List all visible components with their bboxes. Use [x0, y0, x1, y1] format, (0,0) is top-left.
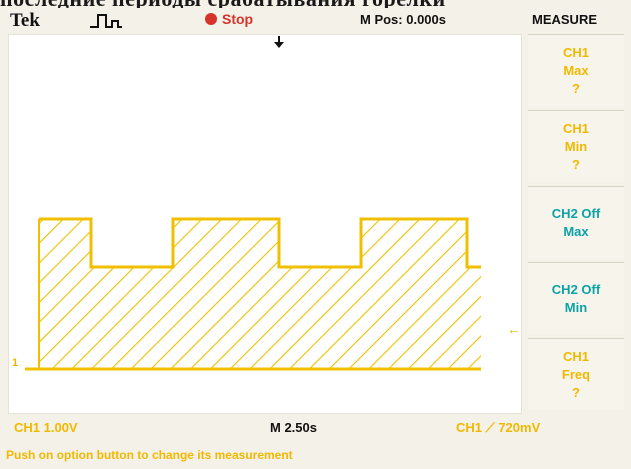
- ch1-vertical-scale: CH1 1.00V: [14, 420, 78, 435]
- stop-indicator-icon: [205, 13, 217, 25]
- slot-line: ?: [572, 384, 580, 400]
- slot-line: CH1: [562, 120, 589, 136]
- slot-line: Max: [563, 62, 589, 78]
- brand-logo: Tek: [10, 10, 40, 31]
- slot-line: CH2 Off: [551, 281, 601, 297]
- timebase-readout: M 2.50s: [270, 420, 317, 435]
- status-bar: Tek Stop M Pos: 0.000s MEASURE: [0, 8, 631, 34]
- trigger-readout: CH1 ⟋ 720mV: [456, 420, 541, 435]
- measure-slot-ch2-min[interactable]: CH2 Off Min: [528, 262, 624, 334]
- run-state-label: Stop: [222, 11, 254, 27]
- measure-slot-ch1-min[interactable]: CH1 Min ?: [528, 110, 624, 182]
- trigger-position-arrow-icon: [274, 36, 284, 48]
- horizontal-position: M Pos: 0.000s: [360, 12, 446, 27]
- slot-line: Freq: [561, 366, 591, 382]
- menu-title: MEASURE: [532, 12, 598, 27]
- pulse-trigger-icon: [90, 14, 122, 28]
- cropped-heading-text: последние периоды срабатывания горелки: [0, 0, 631, 8]
- slot-line: CH2 Off: [551, 205, 601, 221]
- measure-slot-ch1-freq[interactable]: CH1 Freq ?: [528, 338, 624, 410]
- measure-slot-ch2-max[interactable]: CH2 Off Max: [528, 186, 624, 258]
- run-state: Stop: [205, 11, 253, 27]
- waveform-fill: [39, 219, 481, 369]
- ch1-waveform: [25, 217, 481, 371]
- ch1-ground-marker: 1: [12, 357, 19, 369]
- slot-line: ?: [572, 156, 580, 172]
- slot-line: Min: [564, 299, 588, 315]
- slot-line: CH1: [562, 348, 589, 364]
- measure-side-menu: CH1 Max ? CH1 Min ? CH2 Off Max CH2 Off …: [528, 34, 624, 412]
- readout-bar: CH1 1.00V M 2.50s CH1 ⟋ 720mV: [0, 420, 631, 440]
- measure-slot-ch1-max[interactable]: CH1 Max ?: [528, 34, 624, 106]
- slot-line: CH1: [562, 44, 589, 60]
- waveform-display: 1 ←: [8, 34, 522, 414]
- help-hint: Push on option button to change its meas…: [6, 448, 293, 462]
- waveform-top-trace: [39, 217, 481, 269]
- trigger-level-marker: ←: [507, 321, 521, 337]
- slot-line: ?: [572, 80, 580, 96]
- slot-line: Min: [564, 138, 588, 154]
- slot-line: Max: [563, 223, 589, 239]
